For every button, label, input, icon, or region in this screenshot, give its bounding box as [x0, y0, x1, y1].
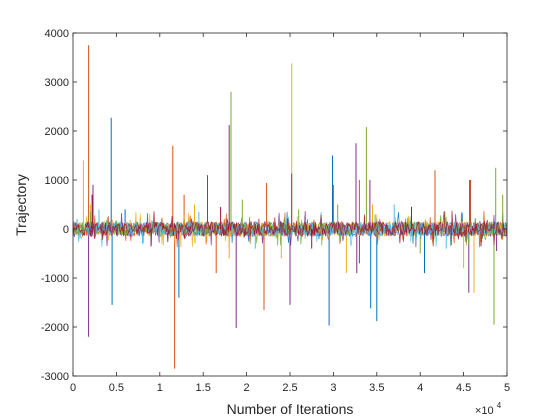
series-line: [72, 211, 508, 247]
x-exponent-base: ×10: [475, 405, 494, 417]
series-7: [72, 194, 508, 249]
x-exponent-power: 4: [497, 401, 502, 410]
x-tick-label: 3: [330, 382, 336, 394]
series-layer: [72, 45, 508, 369]
x-tick-label: 4.5: [456, 382, 471, 394]
y-tick-label: 1000: [45, 175, 69, 187]
tick-layer: 0 0.5 1 1.5 2 2.5 3 3.5 4 4.5 5 -3000 -2000 -1000 0 100…: [41, 28, 510, 394]
x-tick-label: 0.5: [109, 382, 124, 394]
series-5: [72, 91, 508, 325]
x-tick-label: 1.5: [196, 382, 211, 394]
y-tick-label: -1000: [41, 273, 69, 285]
y-tick-label: 0: [63, 224, 69, 236]
series-line: [72, 211, 508, 246]
y-tick-label: 4000: [45, 28, 69, 40]
x-tick-label: 0: [70, 382, 76, 394]
x-tick-label: 2.5: [282, 382, 297, 394]
x-tick-label: 3.5: [369, 382, 384, 394]
y-tick-label: 3000: [45, 77, 69, 89]
x-axis-label: Number of Iterations: [227, 401, 354, 417]
x-exponent-label: ×10 4: [475, 401, 502, 417]
x-tick-label: 4: [417, 382, 423, 394]
y-tick-label: 2000: [45, 126, 69, 138]
x-tick-label: 2: [244, 382, 250, 394]
x-tick-label: 1: [157, 382, 163, 394]
plot-area: [73, 33, 507, 376]
y-tick-label: -2000: [41, 322, 69, 334]
y-axis-label: Trajectory: [13, 174, 29, 236]
x-tick-label: 5: [504, 382, 510, 394]
series-line: [72, 210, 508, 247]
y-tick-label: -3000: [41, 371, 69, 383]
